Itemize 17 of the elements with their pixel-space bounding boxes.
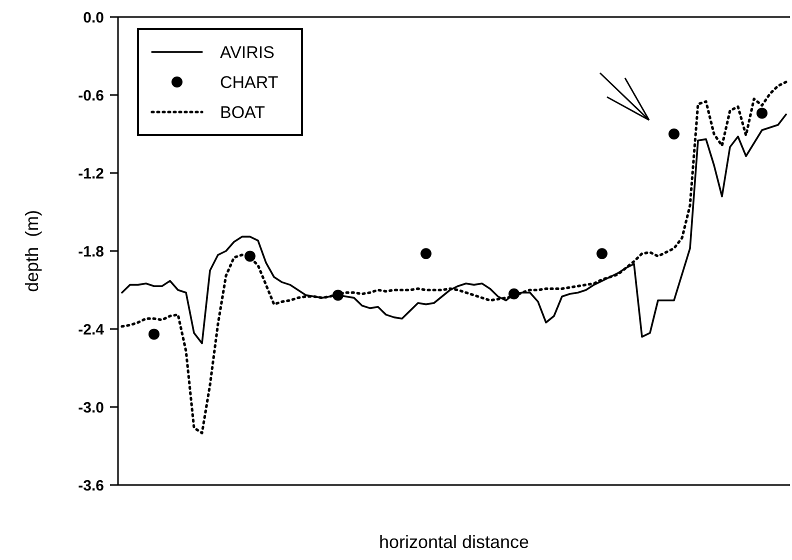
point <box>596 248 608 260</box>
y-tick-label: -1.2 <box>78 165 104 182</box>
point <box>420 248 432 260</box>
y-tick-label: -3.0 <box>78 399 104 416</box>
y-tick-label: -2.4 <box>78 321 105 338</box>
y-tick-label: -0.6 <box>78 87 104 104</box>
y-tick-label: 0.0 <box>83 9 104 26</box>
legend-label: BOAT <box>220 102 266 122</box>
y-axis-title: depth (m) <box>22 210 42 292</box>
y-tick-label: -1.8 <box>78 243 104 260</box>
legend-label: AVIRIS <box>220 42 274 62</box>
point <box>148 328 160 340</box>
point <box>668 128 680 140</box>
x-axis-title: horizontal distance <box>378 532 530 552</box>
legend-label: CHART <box>220 72 278 92</box>
y-tick-label: -3.6 <box>78 477 104 494</box>
point <box>756 108 768 119</box>
